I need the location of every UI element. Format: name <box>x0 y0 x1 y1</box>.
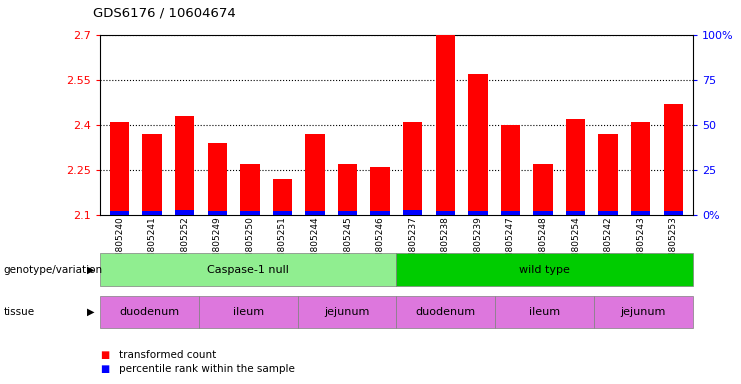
Bar <box>663 212 683 215</box>
Bar <box>403 210 422 215</box>
Text: ileum: ileum <box>529 307 560 317</box>
Bar <box>534 164 553 215</box>
Text: ■: ■ <box>100 350 109 360</box>
Text: duodenum: duodenum <box>119 307 179 317</box>
Bar <box>110 122 130 215</box>
Text: wild type: wild type <box>519 265 570 275</box>
Bar <box>403 122 422 215</box>
Bar <box>338 164 357 215</box>
Bar <box>468 74 488 215</box>
Bar <box>566 212 585 215</box>
Bar <box>566 119 585 215</box>
Bar <box>338 212 357 215</box>
Bar <box>370 212 390 215</box>
Bar <box>273 179 292 215</box>
Bar <box>599 134 618 215</box>
Bar <box>273 212 292 215</box>
Text: jejunum: jejunum <box>325 307 370 317</box>
Text: duodenum: duodenum <box>416 307 476 317</box>
Text: tissue: tissue <box>4 307 35 317</box>
Bar <box>305 212 325 215</box>
Bar <box>370 167 390 215</box>
Bar <box>175 210 194 215</box>
Bar <box>305 134 325 215</box>
Text: jejunum: jejunum <box>621 307 666 317</box>
Bar <box>501 125 520 215</box>
Bar <box>142 212 162 215</box>
Bar <box>436 212 455 215</box>
Bar <box>599 212 618 215</box>
Bar <box>207 212 227 215</box>
Text: ileum: ileum <box>233 307 264 317</box>
Bar <box>534 212 553 215</box>
Bar <box>501 212 520 215</box>
Bar <box>240 212 259 215</box>
Text: transformed count: transformed count <box>119 350 216 360</box>
Bar <box>631 122 651 215</box>
Bar <box>142 134 162 215</box>
Bar <box>175 116 194 215</box>
Bar <box>240 164 259 215</box>
Text: GDS6176 / 10604674: GDS6176 / 10604674 <box>93 6 236 19</box>
Text: percentile rank within the sample: percentile rank within the sample <box>119 364 294 374</box>
Text: ■: ■ <box>100 364 109 374</box>
Bar <box>207 143 227 215</box>
Text: ▶: ▶ <box>87 265 94 275</box>
Bar <box>110 212 130 215</box>
Bar <box>631 212 651 215</box>
Bar <box>663 104 683 215</box>
Text: Caspase-1 null: Caspase-1 null <box>207 265 289 275</box>
Bar <box>468 212 488 215</box>
Bar <box>436 35 455 215</box>
Text: ▶: ▶ <box>87 307 94 317</box>
Text: genotype/variation: genotype/variation <box>4 265 103 275</box>
